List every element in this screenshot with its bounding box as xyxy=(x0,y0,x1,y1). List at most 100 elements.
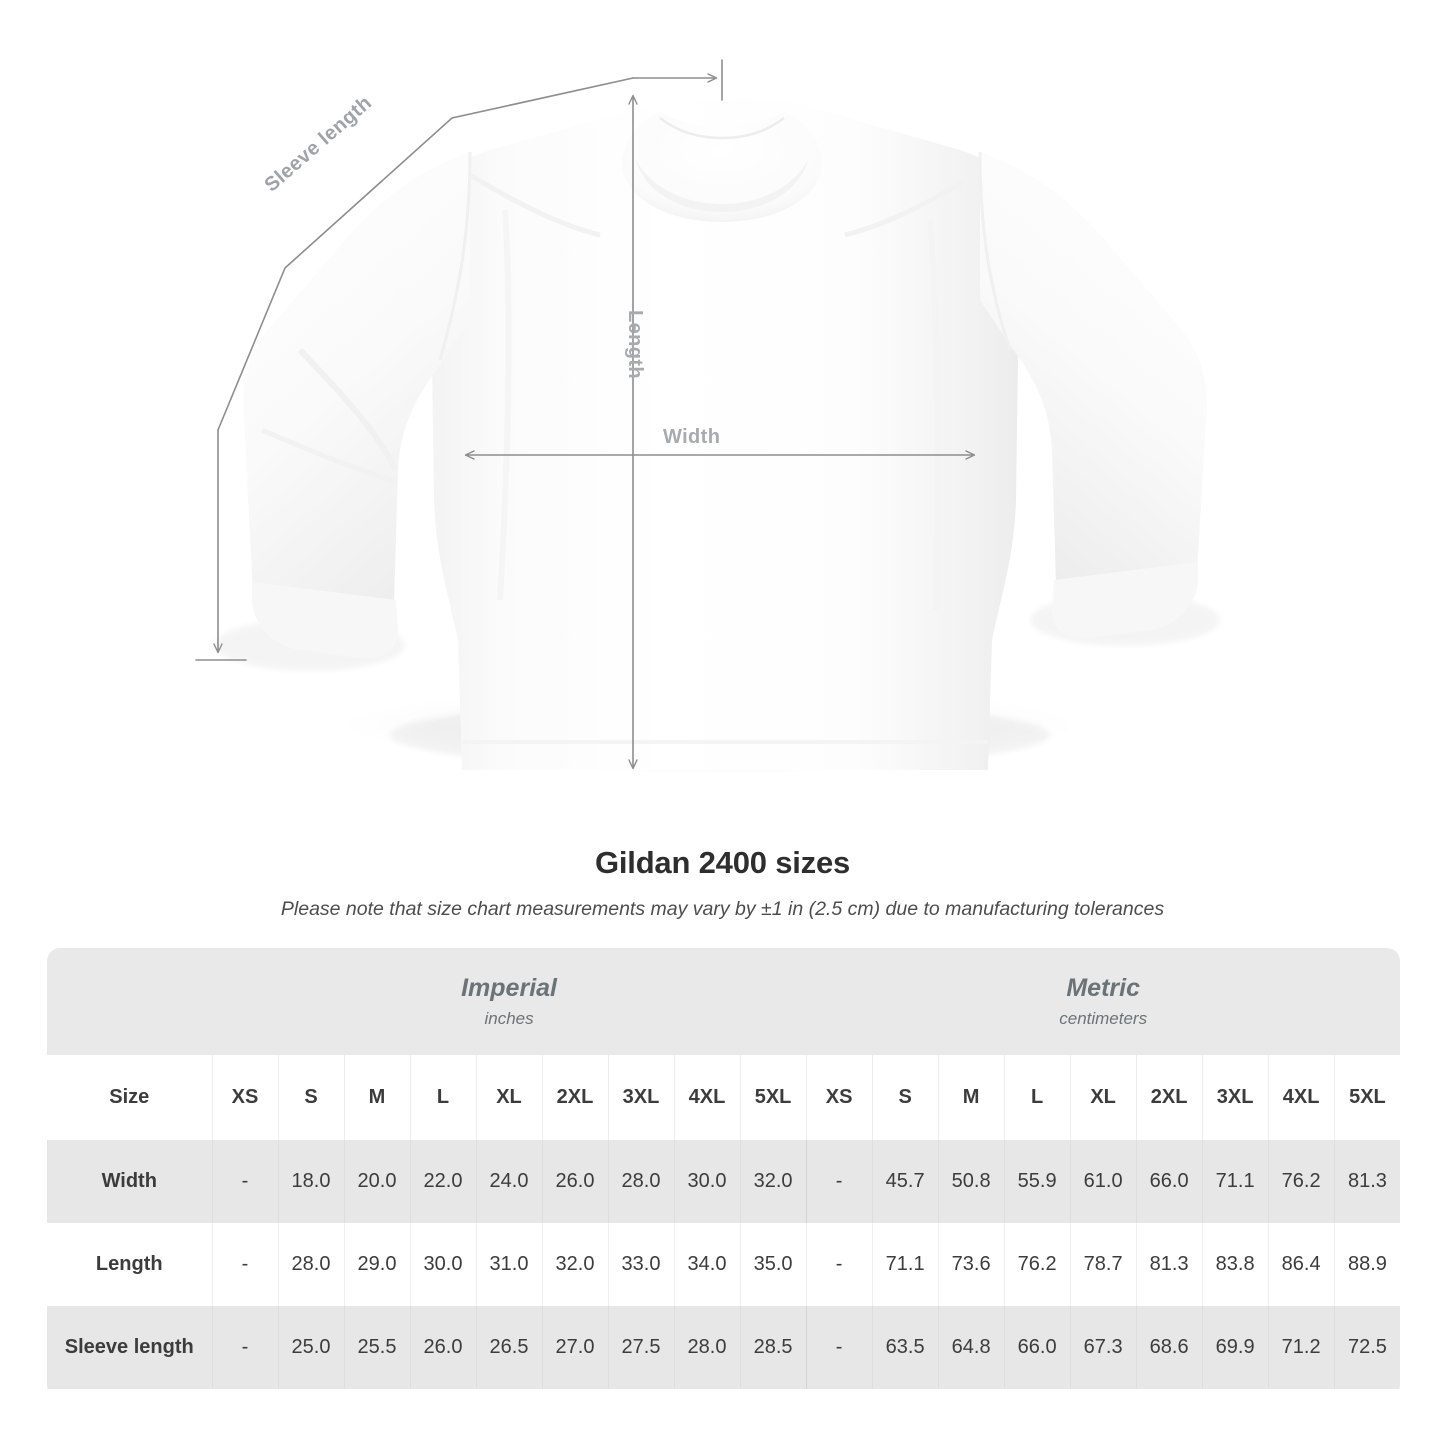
size-header-imperial-3xl: 3XL xyxy=(607,1055,674,1140)
size-header-metric-s: S xyxy=(871,1055,939,1140)
unit-row-spacer xyxy=(47,948,212,1055)
cell-length-in-s: 28.0 xyxy=(277,1223,344,1306)
size-header-imperial-l: L xyxy=(409,1055,476,1140)
size-header-metric-3xl: 3XL xyxy=(1201,1055,1269,1140)
row-label-length: Length xyxy=(47,1223,212,1306)
size-header-metric-5xl: 5XL xyxy=(1333,1055,1400,1140)
garment-illustration xyxy=(195,59,1220,770)
cell-length-cm-xs: - xyxy=(805,1223,873,1306)
size-header-metric-l: L xyxy=(1003,1055,1071,1140)
length-dimension-label: Length xyxy=(624,310,646,380)
size-header-metric-xs: XS xyxy=(805,1055,873,1140)
garment-diagram: Sleeve length Length Width xyxy=(195,59,1220,770)
size-column-header: Size xyxy=(47,1055,212,1140)
size-header-metric-2xl: 2XL xyxy=(1135,1055,1203,1140)
page-subtitle: Please note that size chart measurements… xyxy=(280,898,1165,920)
cell-length-cm-l: 76.2 xyxy=(1003,1223,1071,1306)
cell-width-cm-3xl: 71.1 xyxy=(1201,1140,1269,1223)
page-title: Gildan 2400 sizes xyxy=(594,845,851,880)
cell-length-cm-3xl: 83.8 xyxy=(1201,1223,1269,1306)
cell-sleeve-length-in-4xl: 28.0 xyxy=(673,1306,740,1389)
cell-sleeve-length-in-xs: - xyxy=(211,1306,278,1389)
size-header-imperial-s: S xyxy=(277,1055,344,1140)
cell-width-cm-5xl: 81.3 xyxy=(1333,1140,1400,1223)
size-header-imperial-m: M xyxy=(343,1055,410,1140)
unit-section-subtitle: centimeters xyxy=(1059,1008,1148,1028)
cell-width-cm-xs: - xyxy=(805,1140,873,1223)
cell-sleeve-length-cm-4xl: 71.2 xyxy=(1267,1306,1335,1389)
cell-sleeve-length-cm-s: 63.5 xyxy=(871,1306,939,1389)
unit-section-metric: Metric centimeters xyxy=(806,948,1400,1055)
cell-sleeve-length-cm-5xl: 72.5 xyxy=(1333,1306,1400,1389)
cell-length-in-l: 30.0 xyxy=(409,1223,476,1306)
cell-width-in-3xl: 28.0 xyxy=(607,1140,674,1223)
cell-width-cm-m: 50.8 xyxy=(937,1140,1005,1223)
cell-width-cm-2xl: 66.0 xyxy=(1135,1140,1203,1223)
sweatshirt-silhouette xyxy=(215,97,1220,770)
size-header-metric-m: M xyxy=(937,1055,1005,1140)
unit-section-title: Metric xyxy=(1066,974,1140,1003)
size-header-imperial-5xl: 5XL xyxy=(739,1055,807,1140)
unit-section-title: Imperial xyxy=(461,974,557,1003)
cell-length-cm-2xl: 81.3 xyxy=(1135,1223,1203,1306)
cell-sleeve-length-in-2xl: 27.0 xyxy=(541,1306,608,1389)
cell-width-cm-s: 45.7 xyxy=(871,1140,939,1223)
table-row: Length -28.0 29.0 30.0 31.0 32.0 33.0 34.0 35.0-… xyxy=(47,1223,1400,1306)
unit-section-row: Imperial inches Metric centimeters xyxy=(47,948,1400,1055)
cell-length-in-m: 29.0 xyxy=(343,1223,410,1306)
row-label-width: Width xyxy=(47,1140,212,1223)
cell-width-in-5xl: 32.0 xyxy=(739,1140,807,1223)
cell-width-in-s: 18.0 xyxy=(277,1140,344,1223)
cell-width-cm-4xl: 76.2 xyxy=(1267,1140,1335,1223)
size-header-row: Size XS S M L XL 2XL 3XL 4XL 5XL XS S M L XL 2XL 3XL 4XL 5… xyxy=(47,1055,1400,1140)
cell-sleeve-length-cm-m: 64.8 xyxy=(937,1306,1005,1389)
cell-sleeve-length-cm-2xl: 68.6 xyxy=(1135,1306,1203,1389)
cell-sleeve-length-in-5xl: 28.5 xyxy=(739,1306,807,1389)
cell-sleeve-length-in-l: 26.0 xyxy=(409,1306,476,1389)
cell-length-in-xl: 31.0 xyxy=(475,1223,542,1306)
cell-width-in-xl: 24.0 xyxy=(475,1140,542,1223)
cell-length-cm-m: 73.6 xyxy=(937,1223,1005,1306)
cell-sleeve-length-in-3xl: 27.5 xyxy=(607,1306,674,1389)
cell-length-in-4xl: 34.0 xyxy=(673,1223,740,1306)
size-header-imperial-xs: XS xyxy=(211,1055,278,1140)
table-row: Sleeve length -25.0 25.5 26.0 26.5 27.0 27.5 28… xyxy=(47,1306,1400,1389)
cell-length-in-xs: - xyxy=(211,1223,278,1306)
size-header-imperial-4xl: 4XL xyxy=(673,1055,740,1140)
size-header-imperial-2xl: 2XL xyxy=(541,1055,608,1140)
measurement-lines xyxy=(195,59,976,770)
title-block: Gildan 2400 sizes Please note that size … xyxy=(0,845,1445,921)
cell-sleeve-length-cm-3xl: 69.9 xyxy=(1201,1306,1269,1389)
cell-width-in-l: 22.0 xyxy=(409,1140,476,1223)
size-header-imperial-xl: XL xyxy=(475,1055,542,1140)
cell-width-in-m: 20.0 xyxy=(343,1140,410,1223)
size-header-metric-4xl: 4XL xyxy=(1267,1055,1335,1140)
unit-section-imperial: Imperial inches xyxy=(212,948,807,1055)
cell-sleeve-length-in-s: 25.0 xyxy=(277,1306,344,1389)
cell-length-cm-s: 71.1 xyxy=(871,1223,939,1306)
cell-width-in-4xl: 30.0 xyxy=(673,1140,740,1223)
cell-sleeve-length-cm-l: 66.0 xyxy=(1003,1306,1071,1389)
cell-length-in-2xl: 32.0 xyxy=(541,1223,608,1306)
table-row: Width -18.0 20.0 22.0 24.0 26.0 28.0 30.0 32.0-4… xyxy=(47,1140,1400,1223)
cell-length-cm-5xl: 88.9 xyxy=(1333,1223,1400,1306)
cell-width-in-2xl: 26.0 xyxy=(541,1140,608,1223)
cell-width-in-xs: - xyxy=(211,1140,278,1223)
cell-width-cm-xl: 61.0 xyxy=(1069,1140,1137,1223)
cell-length-cm-xl: 78.7 xyxy=(1069,1223,1137,1306)
size-chart-table-container: Imperial inches Metric centimeters Size XS S M L… xyxy=(47,948,1400,1398)
cell-length-cm-4xl: 86.4 xyxy=(1267,1223,1335,1306)
cell-length-in-5xl: 35.0 xyxy=(739,1223,807,1306)
cell-sleeve-length-cm-xs: - xyxy=(805,1306,873,1389)
row-label-sleeve-length: Sleeve length xyxy=(47,1306,212,1389)
cell-width-cm-l: 55.9 xyxy=(1003,1140,1071,1223)
cell-sleeve-length-in-m: 25.5 xyxy=(343,1306,410,1389)
width-dimension-label: Width xyxy=(663,426,721,448)
sleeve-diagonal-line xyxy=(217,77,634,431)
size-chart-table: Imperial inches Metric centimeters Size XS S M L… xyxy=(47,948,1400,1389)
unit-section-subtitle: inches xyxy=(484,1008,534,1028)
size-header-metric-xl: XL xyxy=(1069,1055,1137,1140)
cell-length-in-3xl: 33.0 xyxy=(607,1223,674,1306)
cell-sleeve-length-cm-xl: 67.3 xyxy=(1069,1306,1137,1389)
